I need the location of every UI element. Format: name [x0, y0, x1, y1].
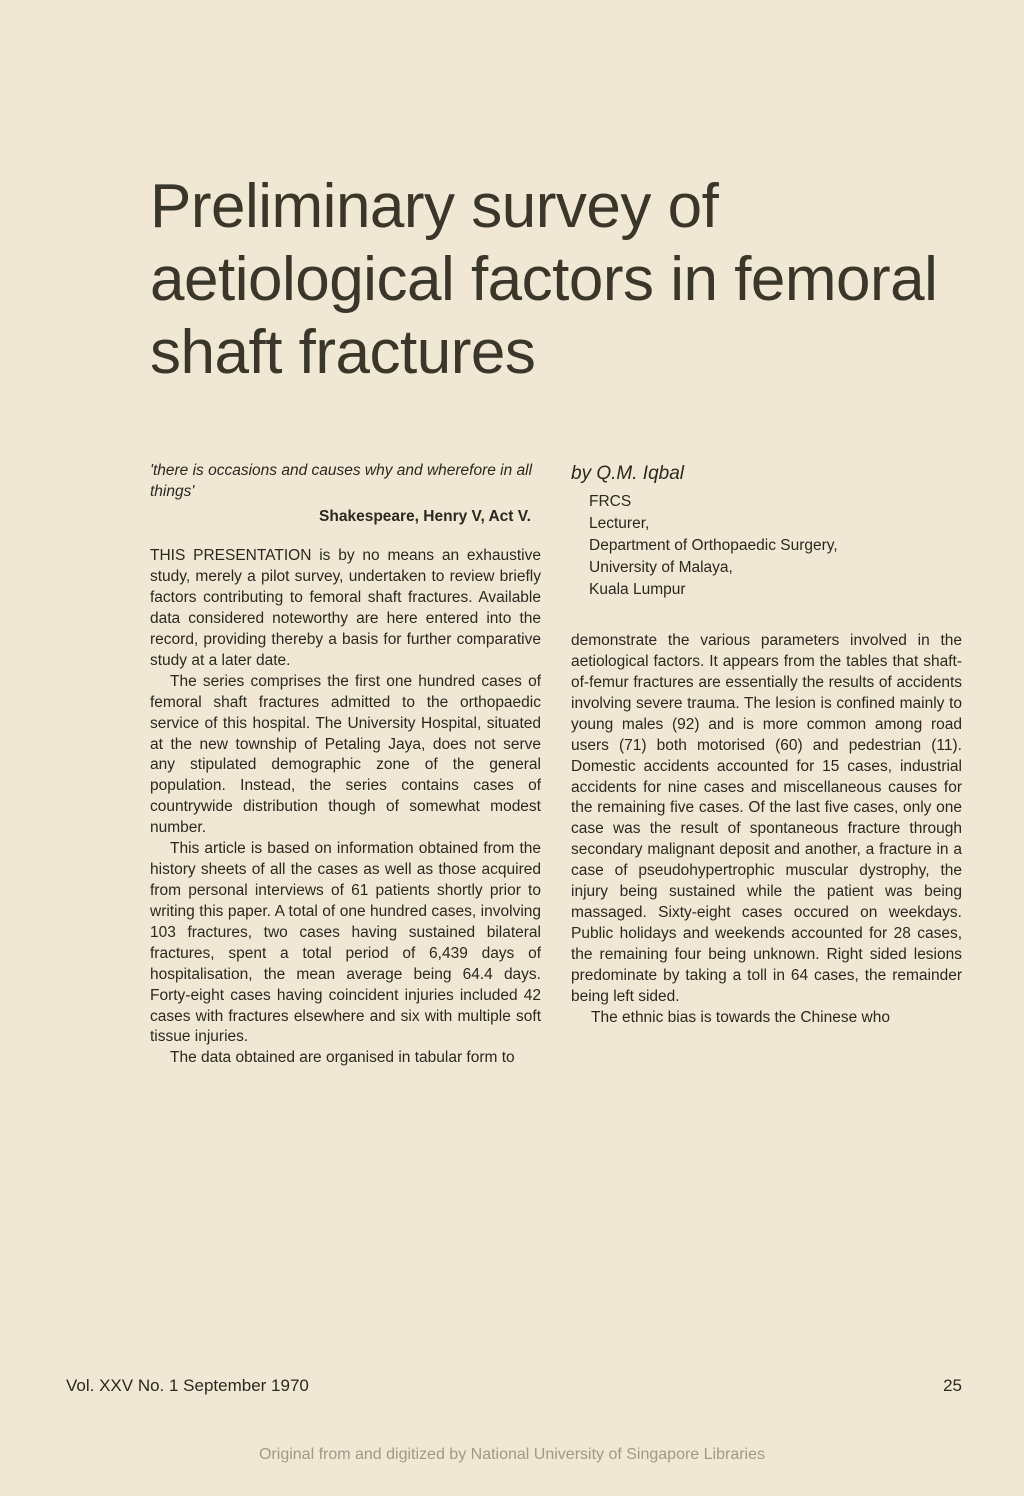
paragraph: demonstrate the various parameters invol…: [571, 631, 962, 1008]
provenance-note: Original from and digitized by National …: [0, 1446, 1024, 1464]
left-column: 'there is occasions and causes why and w…: [150, 461, 541, 1069]
paragraph: This article is based on information obt…: [150, 839, 541, 1048]
page-footer: Vol. XXV No. 1 September 1970 25: [66, 1376, 962, 1396]
author-byline: by Q.M. Iqbal: [571, 461, 962, 487]
credential-line: Lecturer,: [589, 513, 962, 535]
epigraph-source: Shakespeare, Henry V, Act V.: [150, 507, 541, 528]
epigraph-quote: 'there is occasions and causes why and w…: [150, 461, 541, 503]
article-title: Preliminary survey of aetiological facto…: [150, 170, 962, 389]
page: Preliminary survey of aetiological facto…: [0, 0, 1024, 1496]
author-credentials: FRCS Lecturer, Department of Orthopaedic…: [571, 491, 962, 601]
text-columns: 'there is occasions and causes why and w…: [150, 461, 962, 1069]
paragraph: The data obtained are organised in tabul…: [150, 1048, 541, 1069]
credential-line: FRCS: [589, 491, 962, 513]
paragraph: THIS PRESENTATION is by no means an exha…: [150, 546, 541, 672]
issue-info: Vol. XXV No. 1 September 1970: [66, 1376, 309, 1396]
credential-line: Kuala Lumpur: [589, 579, 962, 601]
credential-line: University of Malaya,: [589, 557, 962, 579]
right-column: by Q.M. Iqbal FRCS Lecturer, Department …: [571, 461, 962, 1069]
paragraph: The ethnic bias is towards the Chinese w…: [571, 1008, 962, 1029]
credential-line: Department of Orthopaedic Surgery,: [589, 535, 962, 557]
page-number: 25: [943, 1376, 962, 1396]
paragraph: The series comprises the first one hundr…: [150, 672, 541, 839]
